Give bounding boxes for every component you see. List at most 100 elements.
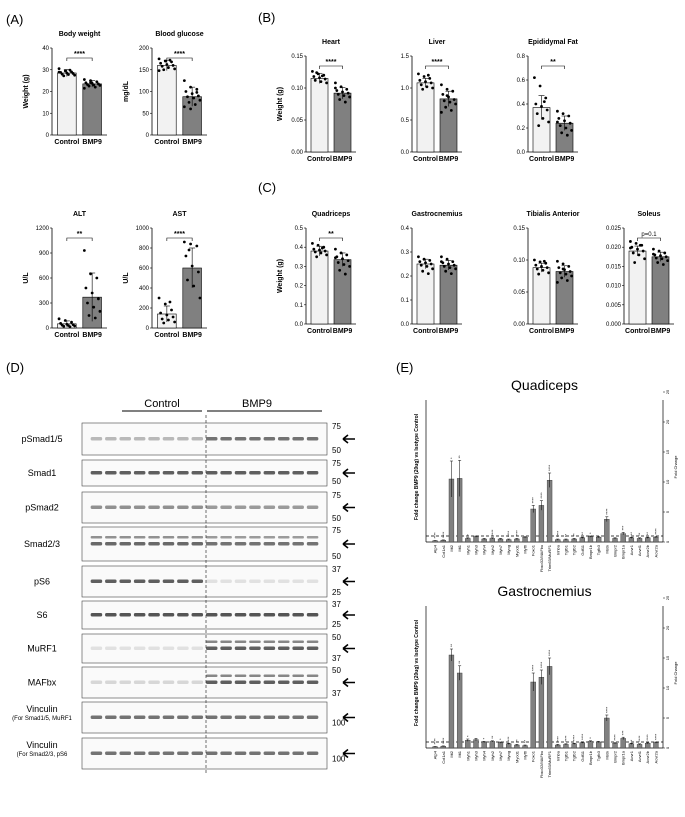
bar	[473, 536, 479, 543]
data-point	[312, 75, 316, 78]
blot-band	[263, 613, 276, 617]
blot-label: MuRF1	[27, 644, 57, 654]
y-tick-label: 0.05	[291, 118, 303, 124]
y-tick-label: 150	[139, 68, 150, 74]
blot-band	[105, 437, 117, 441]
data-point	[62, 74, 66, 78]
data-point	[564, 272, 568, 276]
blot-band	[177, 542, 189, 546]
bar	[620, 738, 626, 749]
bar	[522, 537, 528, 543]
significance-label: ****	[441, 531, 446, 538]
blot-band	[90, 715, 103, 719]
blot-band	[278, 505, 290, 509]
mw-marker: 50	[332, 666, 341, 675]
data-point	[447, 262, 450, 266]
data-point	[426, 272, 430, 275]
y-axis-label: Fold change BMP9 (20ug) vs Isotype Contr…	[414, 619, 420, 726]
mw-marker: 50	[332, 446, 341, 455]
significance-label: **	[457, 660, 462, 664]
significance-bracket	[425, 65, 449, 69]
blot-band	[105, 505, 117, 509]
blot-band	[234, 437, 247, 441]
x-tick-label: Control	[307, 156, 332, 163]
blot-band	[220, 542, 232, 546]
blot-band	[162, 437, 175, 441]
y2-tick-label: 25	[665, 595, 670, 600]
data-point	[87, 84, 91, 88]
data-point	[57, 67, 61, 71]
significance-label: ****	[432, 59, 443, 66]
y2-tick-label: 0	[665, 540, 670, 543]
significance-label: **	[449, 643, 454, 647]
x-tick-label: Mt2	[449, 750, 454, 757]
x-tick-label: Bmpr1a	[621, 544, 626, 559]
y-axis-label: U/L	[123, 272, 130, 284]
blot-band	[278, 751, 290, 755]
data-point	[537, 272, 541, 276]
x-tick-label: Myh4	[482, 750, 487, 761]
x-tick-label: Myh3	[473, 544, 478, 555]
blot-band	[90, 536, 103, 539]
chart-title: ALT	[73, 211, 87, 218]
blot-label: Vinculin	[26, 740, 57, 750]
y-tick-label: 0.00	[513, 322, 525, 328]
data-point	[652, 247, 655, 251]
x-tick-label: Myh3	[473, 750, 478, 761]
panel-label: (A)	[6, 12, 23, 27]
data-point	[195, 244, 199, 248]
y-tick-label: 0.020	[606, 245, 622, 251]
blot-band	[249, 579, 261, 583]
mw-marker: 100	[332, 719, 346, 728]
data-point	[68, 68, 72, 72]
blot-panel	[81, 737, 328, 770]
data-point	[341, 90, 344, 94]
data-point	[162, 68, 166, 72]
data-point	[641, 249, 645, 253]
data-point	[638, 243, 642, 247]
chart-title: Body weight	[59, 31, 101, 38]
bar	[506, 743, 512, 749]
blot-band	[133, 579, 146, 583]
mw-marker: 37	[332, 565, 341, 574]
blot-band	[263, 542, 276, 546]
blot-band	[105, 471, 117, 475]
data-point	[421, 87, 425, 91]
data-point	[440, 83, 443, 87]
x-tick-label: Inhba	[555, 544, 560, 555]
data-point	[184, 254, 188, 258]
blot-band	[292, 751, 304, 755]
blot-band	[105, 542, 117, 546]
blot-band	[177, 579, 189, 583]
data-point	[163, 302, 167, 306]
band-arrow	[342, 468, 355, 478]
blot-band	[278, 715, 290, 719]
blot-band	[105, 640, 117, 643]
data-point	[320, 246, 324, 250]
blot-panel	[81, 565, 328, 598]
blot-label: Smad2/3	[24, 539, 60, 549]
blot-band	[119, 640, 131, 643]
data-point	[568, 121, 572, 125]
data-point	[422, 75, 426, 78]
x-tick-label: Acvr2b	[645, 544, 650, 557]
x-tick-label: BMP9	[555, 328, 575, 335]
data-point	[444, 105, 448, 109]
x-tick-label: Control	[413, 156, 438, 163]
data-point	[341, 257, 344, 261]
y-tick-label: 10	[42, 111, 49, 117]
blot-band	[292, 437, 304, 441]
data-point	[96, 297, 100, 301]
significance-label: ***	[621, 525, 626, 530]
bar	[645, 537, 651, 543]
data-point	[659, 254, 662, 258]
x-tick-label: Control	[54, 332, 79, 339]
blot-band	[162, 674, 175, 677]
x-tick-label: Atp4	[433, 750, 438, 759]
blot-band	[263, 646, 276, 650]
data-point	[557, 266, 561, 270]
blot-band	[263, 674, 276, 677]
blot-band	[220, 680, 232, 684]
y-tick-label: 200	[139, 46, 150, 52]
data-point	[541, 117, 545, 120]
